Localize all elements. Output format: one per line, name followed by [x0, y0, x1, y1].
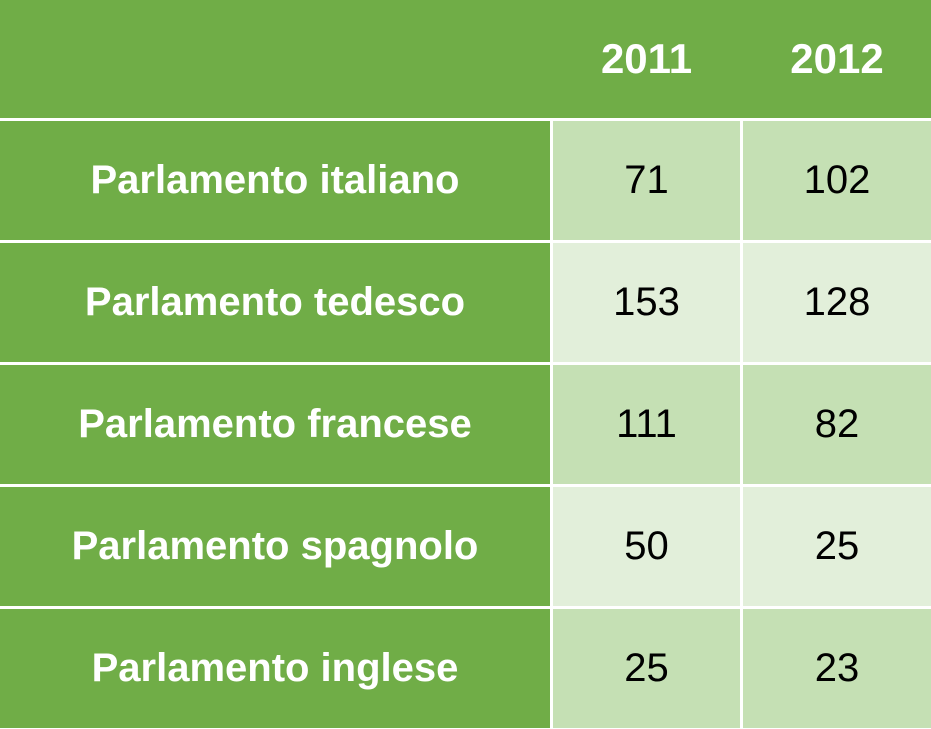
row-label: Parlamento inglese [0, 609, 550, 728]
value-cell: 153 [553, 243, 740, 362]
value-cell: 23 [743, 609, 931, 728]
value-cell: 25 [553, 609, 740, 728]
value-cell: 82 [743, 365, 931, 484]
row-label: Parlamento spagnolo [0, 487, 550, 606]
row-label: Parlamento francese [0, 365, 550, 484]
row-label: Parlamento tedesco [0, 243, 550, 362]
value-cell: 128 [743, 243, 931, 362]
row-label: Parlamento italiano [0, 121, 550, 240]
value-cell: 71 [553, 121, 740, 240]
value-cell: 25 [743, 487, 931, 606]
column-header: 2011 [553, 0, 740, 118]
value-cell: 102 [743, 121, 931, 240]
column-header: 2012 [743, 0, 931, 118]
value-cell: 111 [553, 365, 740, 484]
value-cell: 50 [553, 487, 740, 606]
